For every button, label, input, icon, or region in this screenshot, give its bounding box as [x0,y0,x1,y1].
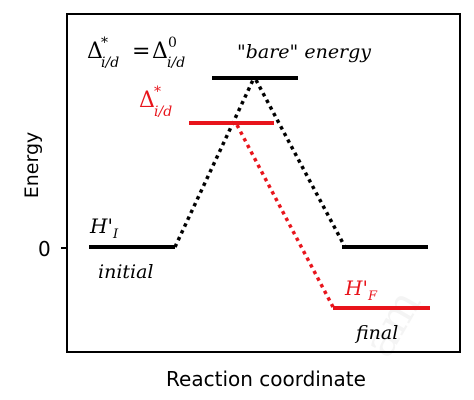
svg-text:*: * [101,35,108,51]
svg-text:i/d: i/d [167,55,185,71]
svg-text:Δ: Δ [152,39,168,64]
svg-text:i/d: i/d [101,55,119,71]
svg-text:i/d: i/d [154,104,172,120]
svg-text:H': H' [344,276,368,300]
svg-text:I: I [112,227,119,242]
red-path-fall [235,124,335,308]
x-axis-label: Reaction coordinate [166,367,366,391]
svg-text:H': H' [89,214,113,238]
svg-text:=: = [132,39,150,64]
svg-text:0: 0 [168,35,177,51]
bare-energy-label: "bare" energy [237,41,371,63]
red-barrier-label: Δ * i/d [139,84,172,120]
svg-text:Δ: Δ [87,39,103,64]
y-axis-label: Energy [21,132,43,199]
svg-text:Δ: Δ [139,88,155,113]
black-path-fall [254,79,347,248]
initial-hamiltonian-label: H' I [89,214,119,242]
zero-tick-label: 0 [38,237,51,261]
final-caption: final [354,322,398,344]
plot-frame [66,13,461,353]
initial-caption: initial [98,261,154,283]
svg-text:*: * [154,84,161,100]
svg-text:F: F [367,289,378,304]
black-path-rise [173,79,255,248]
final-hamiltonian-label: H' F [344,276,378,304]
equation-label: Δ * i/d = Δ 0 i/d [87,35,185,71]
